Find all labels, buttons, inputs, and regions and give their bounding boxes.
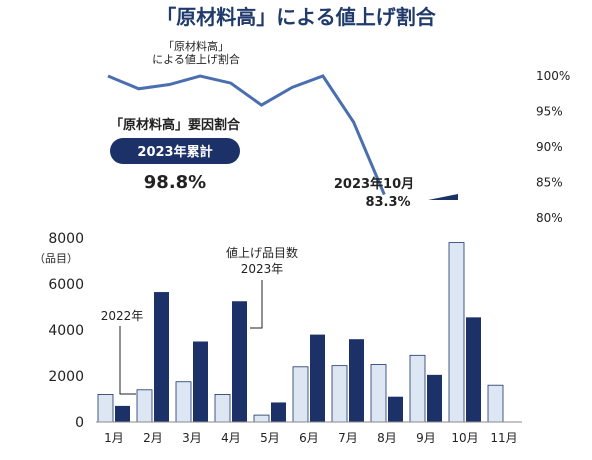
bar-x-tick: 1月	[104, 431, 124, 445]
summary-badge	[110, 138, 240, 164]
legend-2022: 2022年	[101, 309, 144, 323]
bar-x-tick: 10月	[451, 431, 478, 445]
bar-x-tick: 3月	[182, 431, 202, 445]
annotation-date: 2023年10月	[334, 176, 414, 192]
bar-y-axis-label: （品目）	[34, 252, 78, 265]
bar-chart: （品目） 8000 6000 4000 2000 0 1月 2月 3月 4月 5月 6月 7月 8月 9…	[34, 231, 522, 445]
line-series-label-1: 「原材料高」	[163, 39, 229, 53]
bar-2022	[175, 381, 192, 423]
annotation-value: 83.3%	[365, 195, 410, 210]
bar-x-axis: 1月 2月 3月 4月 5月 6月 7月 8月 9月 10月 11月	[104, 431, 517, 445]
bar-y-axis: 8000 6000 4000 2000 0	[48, 231, 84, 431]
bar-2022	[331, 365, 348, 423]
bar-2022	[97, 393, 114, 423]
bar-2022	[448, 242, 465, 423]
chart-title: 「原材料高」による値上げ割合	[156, 5, 436, 29]
bar-2022	[136, 389, 153, 423]
bar-2023	[154, 292, 169, 422]
line-y-tick: 90%	[536, 140, 563, 154]
bar-x-tick: 5月	[260, 431, 280, 445]
bar-2022	[292, 366, 309, 423]
legend-2022-leader	[119, 326, 136, 395]
bar-2022	[370, 364, 387, 423]
bar-2023	[193, 341, 208, 422]
summary-label: 「原材料高」要因割合	[110, 117, 241, 133]
line-series-label-2: による値上げ割合	[152, 52, 240, 66]
bar-x-tick: 11月	[490, 431, 517, 445]
line-chart: 「原材料高」 による値上げ割合 100% 95% 90% 85% 80% 「原材料高」要…	[107, 39, 570, 225]
bar-2023	[349, 339, 364, 422]
bar-2023	[427, 374, 442, 422]
bar-2023	[388, 396, 403, 422]
bar-2022	[487, 384, 504, 423]
bar-y-tick: 8000	[48, 231, 84, 247]
bar-series	[97, 242, 504, 423]
bar-x-tick: 7月	[338, 431, 358, 445]
legend-2023-line1: 値上げ品目数	[226, 245, 298, 260]
bar-x-tick: 8月	[377, 431, 397, 445]
bar-x-tick: 2月	[143, 431, 163, 445]
annotation-pointer	[428, 194, 458, 200]
bar-x-tick: 4月	[221, 431, 241, 445]
line-y-axis: 100% 95% 90% 85% 80%	[536, 69, 570, 225]
bar-x-tick: 6月	[299, 431, 319, 445]
line-y-tick: 85%	[536, 176, 563, 190]
bar-2022	[253, 414, 270, 423]
line-y-tick: 80%	[536, 211, 563, 225]
bar-2022	[409, 354, 426, 423]
bar-y-tick: 0	[75, 415, 84, 431]
bar-2023	[271, 402, 286, 422]
legend-2023-line2: 2023年	[241, 262, 284, 276]
bar-2022	[214, 393, 231, 423]
summary-badge-text: 2023年累計	[137, 144, 212, 160]
bar-y-tick: 6000	[48, 277, 84, 293]
line-series-ratio	[107, 74, 386, 196]
line-y-tick: 95%	[536, 105, 563, 119]
legend-2023-leader	[250, 280, 263, 329]
bar-2023	[310, 334, 325, 422]
bar-y-tick: 4000	[48, 323, 84, 339]
bar-y-tick: 2000	[48, 369, 84, 385]
summary-value: 98.8%	[144, 172, 206, 193]
bar-2023	[232, 301, 247, 422]
line-y-tick: 100%	[536, 69, 570, 83]
bar-2023	[466, 317, 481, 422]
bar-x-tick: 9月	[416, 431, 436, 445]
bar-2023	[115, 405, 130, 422]
